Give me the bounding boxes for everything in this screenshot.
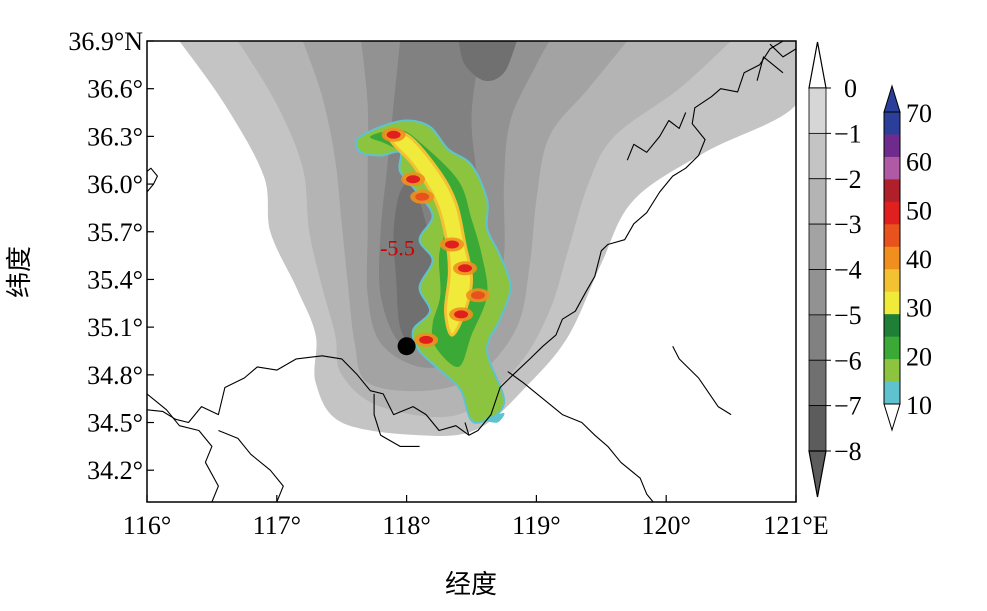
- gray-colorbar-bin-1: [808, 132, 827, 180]
- x-tick-label-0: 116°: [123, 511, 171, 540]
- x-tick-label-2: 118°: [382, 511, 430, 540]
- reflectivity-colorbar-bottom-arrow: [883, 403, 901, 432]
- gray-colorbar-bin-0: [808, 87, 827, 134]
- gray-colorbar-label-8: −8: [834, 437, 862, 466]
- gray-colorbar: 0 −1 −2 −3 −4 −5 −6 −7 −8: [808, 41, 862, 498]
- radar-cell-3: [445, 240, 459, 249]
- boundary-line-4: [464, 422, 470, 436]
- radar-cell-4: [458, 264, 472, 273]
- boundary-line-9: [147, 167, 158, 193]
- boundary-line-10: [626, 112, 687, 161]
- reflectivity-colorbar-bin-5: [884, 224, 900, 248]
- reflectivity-colorbar-bin-7: [884, 269, 900, 293]
- reflectivity-colorbar-bin-0: [884, 112, 900, 135]
- y-axis-label: 纬度: [5, 246, 35, 298]
- axes: 116° 117° 118° 119° 120° 121°E 36.9°N 36.6° 36.3…: [68, 27, 828, 540]
- reflectivity-colorbar-bin-2: [884, 156, 900, 180]
- gray-colorbar-label-3: −3: [834, 210, 862, 239]
- plot-frame: [146, 40, 797, 503]
- radar-band-fringe: [484, 412, 505, 423]
- y-tick-label-9: 34.2°: [87, 456, 143, 485]
- station-marker: [397, 337, 416, 356]
- boundary-line-2: [218, 429, 284, 502]
- annotations: -5.5: [380, 236, 416, 356]
- x-axis-label: 经度: [445, 570, 497, 600]
- reflectivity-colorbar-top-arrow: [883, 84, 901, 113]
- gray-colorbar-label-7: −7: [834, 392, 862, 421]
- reflectivity-colorbar-label-0: 70: [906, 99, 932, 128]
- gray-colorbar-bin-4: [808, 269, 827, 316]
- x-tick-label-3: 119°: [512, 511, 560, 540]
- reflectivity-colorbar-label-5: 20: [906, 342, 932, 371]
- y-tick-label-8: 34.5°: [87, 409, 143, 438]
- map-plot-area: [147, 41, 796, 502]
- reflectivity-colorbar-bin-10: [884, 336, 900, 360]
- gray-colorbar-bin-3: [808, 223, 827, 270]
- boundary-line-5: [507, 371, 654, 502]
- boundary-line-7: [769, 43, 796, 58]
- y-tick-label-3: 36.0°: [87, 170, 143, 199]
- reflectivity-colorbar-bin-1: [884, 134, 900, 158]
- y-tick-label-5: 35.4°: [87, 265, 143, 294]
- gray-colorbar-bin-7: [808, 405, 827, 452]
- reflectivity-colorbar-bin-3: [884, 179, 900, 203]
- x-tick-label-5: 121°E: [763, 511, 828, 540]
- reflectivity-colorbar-label-3: 40: [906, 245, 932, 274]
- contour-minimum-label: -5.5: [380, 236, 415, 261]
- radar-cell-5: [454, 310, 469, 319]
- y-tick-label-6: 35.1°: [87, 313, 143, 342]
- gray-colorbar-label-2: −2: [834, 165, 862, 194]
- reflectivity-colorbar-label-2: 50: [906, 196, 932, 225]
- boundary-line-1: [147, 393, 219, 502]
- gray-colorbar-label-6: −6: [834, 346, 862, 375]
- radar-cell-6: [419, 335, 434, 344]
- gray-colorbar-top-arrow: [808, 41, 827, 89]
- boundary-line-6: [672, 345, 732, 416]
- radar-cell-2: [415, 192, 430, 201]
- gray-colorbar-bin-6: [808, 359, 827, 407]
- boundary-line-0: [147, 41, 785, 436]
- y-tick-label-4: 35.7°: [87, 218, 143, 247]
- reflectivity-colorbar-bin-6: [884, 246, 900, 270]
- reflectivity-colorbar-label-1: 60: [906, 148, 932, 177]
- y-tick-label-2: 36.3°: [87, 122, 143, 151]
- reflectivity-colorbar: 70 60 50 40 30 20 10: [883, 84, 932, 432]
- reflectivity-colorbar-bin-9: [884, 314, 900, 338]
- gray-colorbar-bin-5: [808, 314, 827, 361]
- reflectivity-colorbar-bin-8: [884, 291, 900, 315]
- gray-colorbar-label-4: −4: [834, 256, 862, 285]
- reflectivity-colorbar-bin-4: [884, 201, 900, 225]
- gray-colorbar-label-5: −5: [834, 301, 862, 330]
- radar-reflectivity-band: [354, 119, 512, 424]
- gray-colorbar-label-1: −1: [834, 119, 862, 148]
- boundary-line-3: [373, 393, 420, 447]
- gray-colorbar-bin-2: [808, 178, 827, 225]
- radar-cell-7: [471, 291, 485, 300]
- contour-level-6: [458, 41, 517, 82]
- x-tick-label-1: 117°: [253, 511, 301, 540]
- reflectivity-colorbar-label-4: 30: [906, 294, 932, 323]
- reflectivity-colorbar-bin-11: [884, 359, 900, 383]
- gray-colorbar-label-0: 0: [844, 74, 857, 103]
- boundary-line-8: [756, 56, 784, 81]
- gray-colorbar-bottom-arrow: [808, 450, 827, 498]
- y-tick-label-7: 34.8°: [87, 361, 143, 390]
- reflectivity-colorbar-bin-12: [884, 381, 900, 405]
- reflectivity-colorbar-label-6: 10: [906, 391, 932, 420]
- x-tick-label-4: 120°: [641, 511, 690, 540]
- y-tick-label-0: 36.9°N: [68, 27, 143, 56]
- y-tick-label-1: 36.6°: [87, 75, 143, 104]
- radar-cell-1: [406, 175, 421, 184]
- province-coast-boundaries: [147, 41, 796, 502]
- radar-cell-0: [386, 130, 401, 139]
